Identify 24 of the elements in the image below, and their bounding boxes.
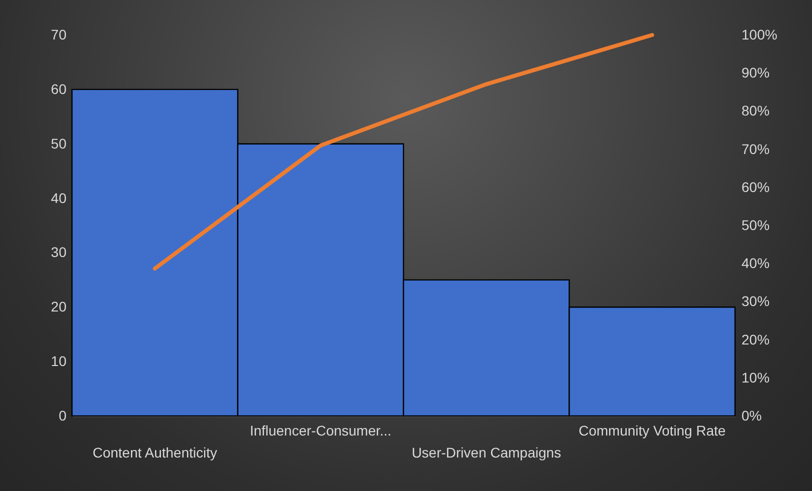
y2-tick-label: 40% xyxy=(742,255,770,272)
y-tick-label: 40 xyxy=(50,190,67,206)
y2-tick-label: 0% xyxy=(742,408,762,424)
y-tick-label: 70 xyxy=(50,26,67,42)
y-tick-label: 10 xyxy=(50,353,67,370)
x-tick-label: Influencer-Consumer... xyxy=(250,422,392,438)
y2-tick-label: 80% xyxy=(742,102,770,119)
line-series xyxy=(152,33,654,271)
y-tick-label: 60 xyxy=(50,80,67,97)
y-tick-label: 20 xyxy=(50,298,67,315)
x-tick-label: Content Authenticity xyxy=(92,444,218,460)
y-tick-label: 30 xyxy=(50,244,67,260)
x-tick-label: Community Voting Rate xyxy=(578,422,726,438)
y2-tick-label: 60% xyxy=(742,178,770,195)
y2-tick-label: 90% xyxy=(742,64,770,81)
y-tick-label: 50 xyxy=(50,135,67,152)
y2-tick-label: 70% xyxy=(742,140,770,157)
x-tick-label: User-Driven Campaigns xyxy=(412,444,562,460)
y-tick-label: 0 xyxy=(58,408,67,424)
y2-tick-label: 100% xyxy=(742,26,778,42)
y2-tick-label: 20% xyxy=(742,331,770,348)
y2-tick-label: 10% xyxy=(742,369,770,386)
y2-tick-label: 50% xyxy=(742,217,770,233)
y2-tick-label: 30% xyxy=(742,293,770,310)
